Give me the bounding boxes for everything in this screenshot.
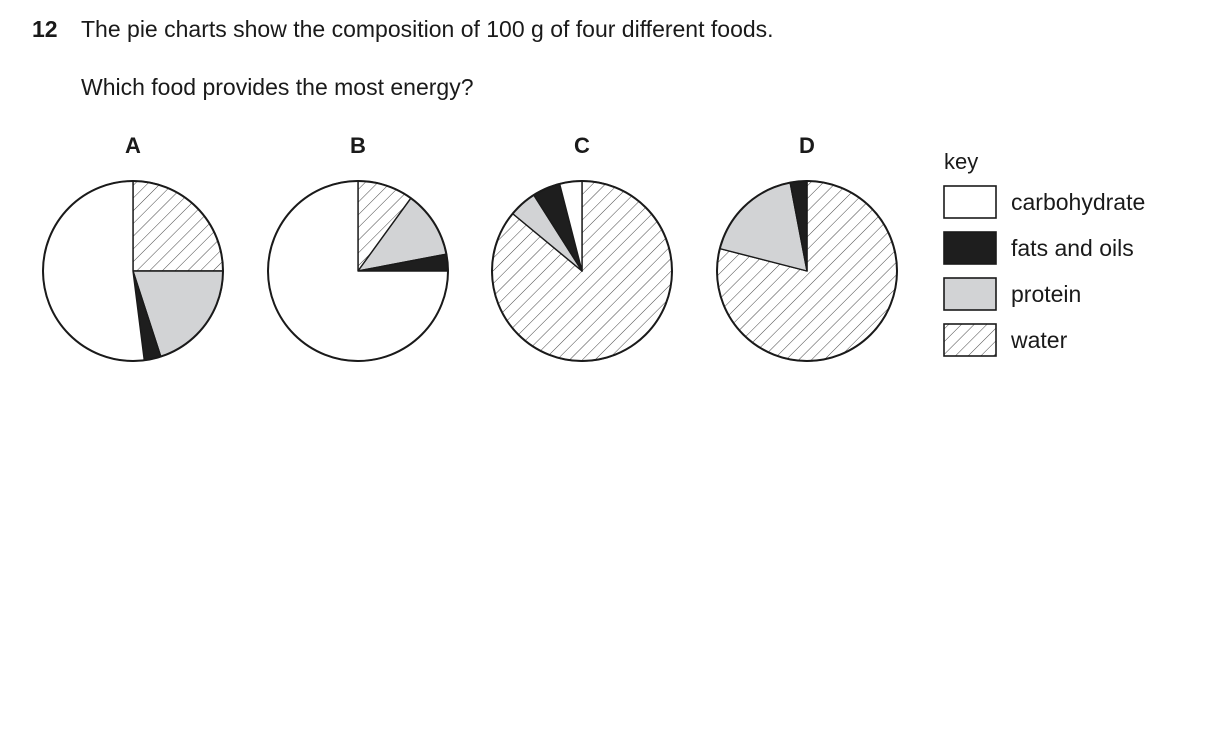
- chart-key: key carbohydrate fats and oils protein water: [943, 149, 1145, 357]
- key-item-water: water: [943, 323, 1068, 357]
- pie-title-a: A: [125, 133, 141, 158]
- key-item-carbohydrate: carbohydrate: [943, 185, 1145, 219]
- key-label-protein: protein: [1011, 281, 1081, 307]
- pie-b-outline: [267, 180, 449, 362]
- key-swatch-fats-and-oils: [943, 231, 997, 265]
- key-item-fats-and-oils: fats and oils: [943, 231, 1134, 265]
- pie-title-c: C: [574, 133, 590, 158]
- key-label-fats-and-oils: fats and oils: [1011, 235, 1134, 261]
- pie-title-b: B: [350, 133, 366, 158]
- pies-layer: A B C D: [42, 133, 898, 362]
- question-number: 12: [32, 16, 58, 42]
- question-prompt: Which food provides the most energy?: [81, 74, 474, 100]
- pie-title-d: D: [799, 133, 815, 158]
- key-swatch-protein: [943, 277, 997, 311]
- key-title: key: [944, 149, 978, 174]
- pie-d-outline: [716, 180, 898, 362]
- pie-d: D: [716, 133, 898, 362]
- key-item-protein: protein: [943, 277, 1081, 311]
- pie-a-slice-water: [132, 180, 224, 272]
- key-swatch-carbohydrate: [943, 185, 997, 219]
- pie-a-slice-carbohydrate: [42, 180, 145, 362]
- pie-c-outline: [491, 180, 673, 362]
- pie-c: C: [491, 133, 673, 362]
- key-label-carbohydrate: carbohydrate: [1011, 189, 1145, 215]
- key-swatch-water: [943, 323, 997, 357]
- pie-b: B: [267, 133, 449, 362]
- key-label-water: water: [1010, 327, 1068, 353]
- question-stem: The pie charts show the composition of 1…: [81, 16, 774, 42]
- pie-a-outline: [42, 180, 224, 362]
- pie-a: A: [42, 133, 224, 362]
